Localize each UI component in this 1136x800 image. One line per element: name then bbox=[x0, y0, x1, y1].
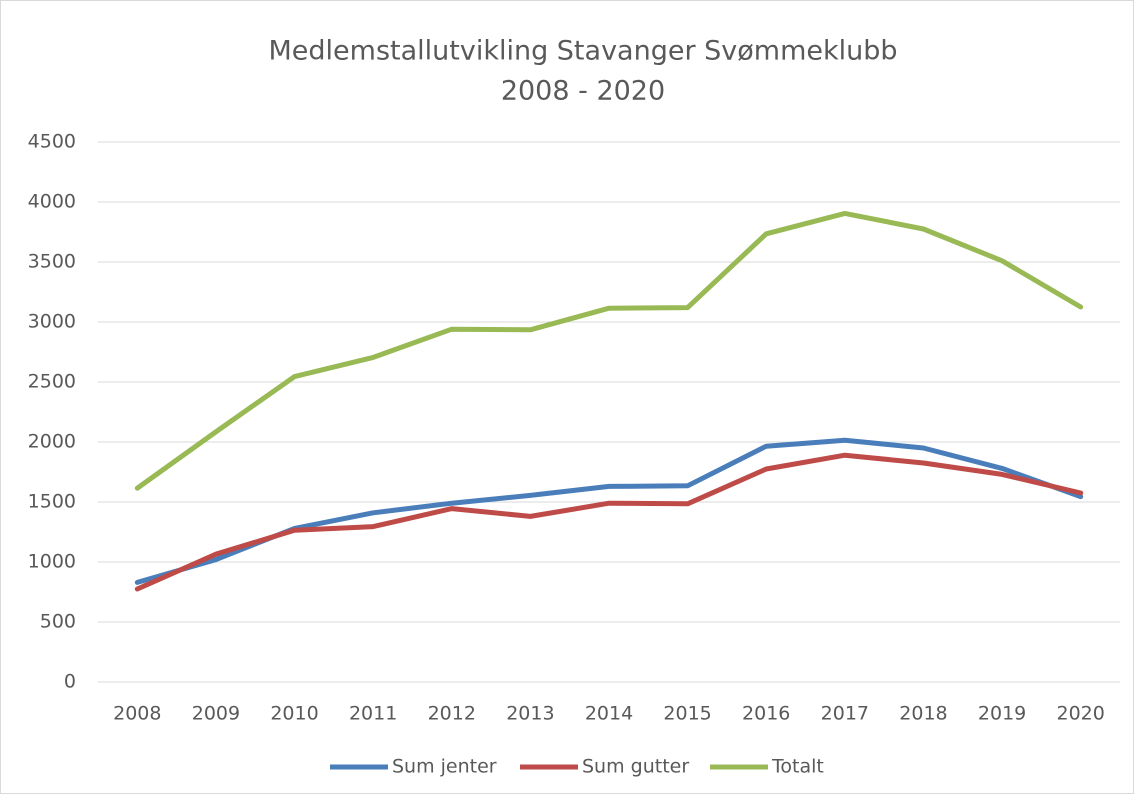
x-tick-label: 2020 bbox=[1057, 703, 1105, 725]
y-tick-label: 3500 bbox=[28, 251, 76, 273]
x-tick-label: 2013 bbox=[506, 703, 554, 725]
legend-label: Totalt bbox=[771, 756, 824, 778]
x-tick-label: 2010 bbox=[270, 703, 318, 725]
series-line bbox=[134, 452, 1084, 592]
y-tick-label: 4000 bbox=[28, 191, 76, 213]
chart-title: 2008 - 2020 bbox=[501, 76, 665, 107]
x-tick-label: 2019 bbox=[978, 703, 1026, 725]
y-tick-label: 1500 bbox=[28, 491, 76, 513]
y-tick-label: 4500 bbox=[28, 131, 76, 153]
x-tick-label: 2017 bbox=[821, 703, 869, 725]
y-tick-label: 2500 bbox=[28, 371, 76, 393]
legend-label: Sum jenter bbox=[392, 756, 497, 778]
y-tick-label: 1000 bbox=[28, 551, 76, 573]
legend-label: Sum gutter bbox=[582, 756, 689, 778]
y-tick-label: 500 bbox=[40, 611, 76, 633]
series-line bbox=[134, 210, 1084, 491]
y-tick-label: 2000 bbox=[28, 431, 76, 453]
x-tick-label: 2015 bbox=[663, 703, 711, 725]
x-tick-label: 2011 bbox=[349, 703, 397, 725]
chart-title: Medlemstallutvikling Stavanger Svømmeklu… bbox=[268, 36, 897, 67]
x-tick-label: 2012 bbox=[428, 703, 476, 725]
x-tick-label: 2016 bbox=[742, 703, 790, 725]
x-tick-label: 2018 bbox=[899, 703, 947, 725]
y-tick-label: 3000 bbox=[28, 311, 76, 333]
x-tick-label: 2009 bbox=[192, 703, 240, 725]
y-tick-label: 0 bbox=[64, 671, 76, 693]
x-tick-label: 2008 bbox=[113, 703, 161, 725]
x-tick-label: 2014 bbox=[585, 703, 633, 725]
